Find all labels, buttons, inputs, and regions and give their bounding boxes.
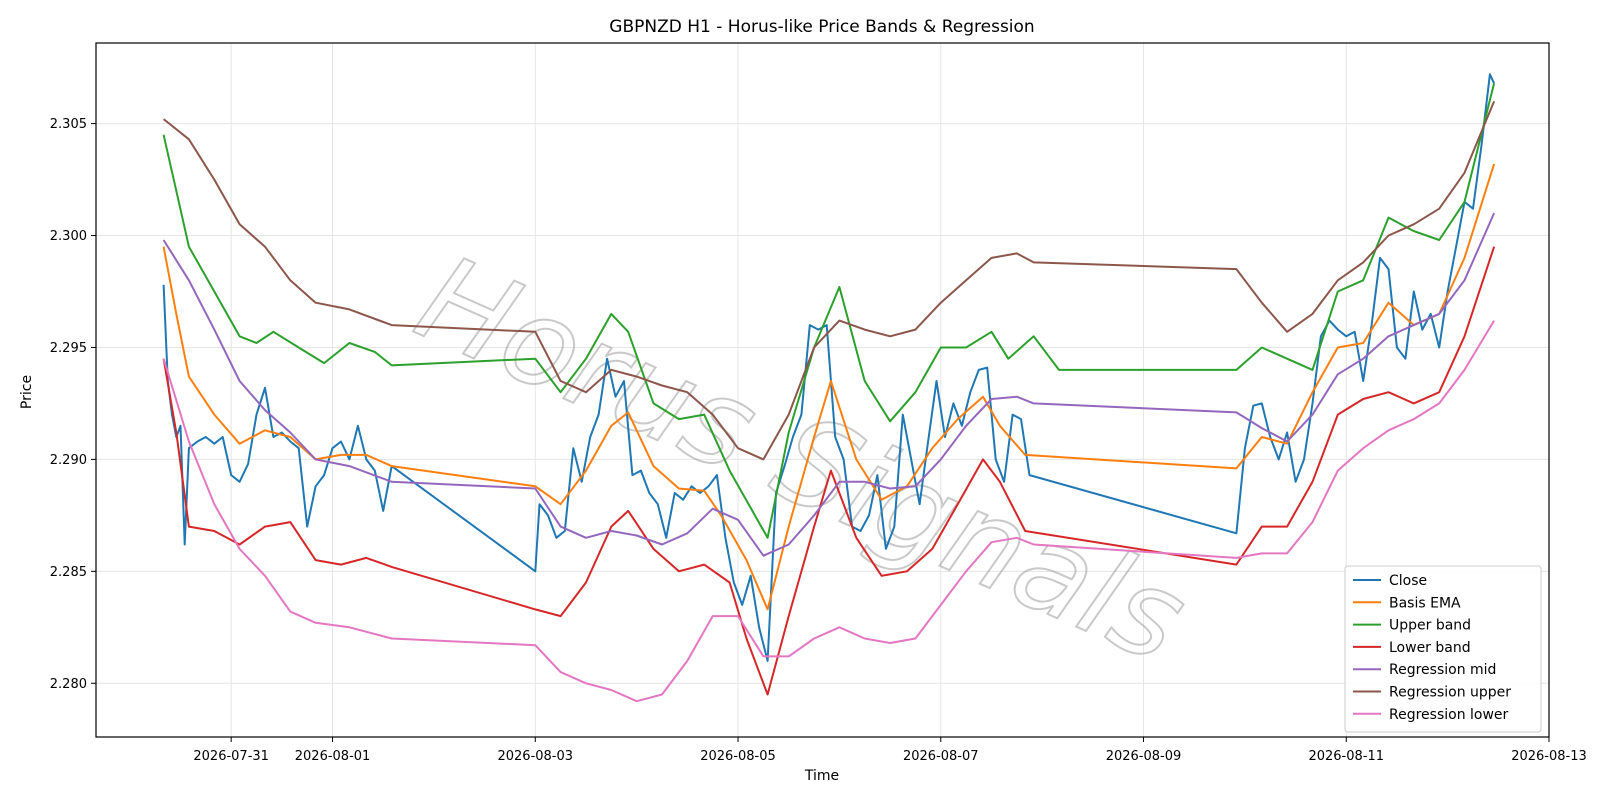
- legend-label: Basis EMA: [1389, 595, 1461, 611]
- y-tick-label: 2.295: [50, 341, 87, 356]
- y-tick-label: 2.305: [50, 117, 87, 132]
- series-line-regression-upper: [162, 100, 1496, 461]
- y-tick-label: 2.285: [50, 565, 87, 580]
- series-line-lower-band: [162, 246, 1496, 696]
- y-axis: 2.280 2.285 2.290 2.295 2.300 2.305: [50, 117, 96, 692]
- y-axis-label: Price: [19, 375, 35, 409]
- x-tick-label: 2026-08-03: [497, 749, 573, 764]
- legend: Close Basis EMA Upper band Lower band Regres…: [1344, 565, 1542, 733]
- legend-label: Upper band: [1389, 618, 1471, 634]
- series-layer: [162, 73, 1496, 703]
- legend-label: Regression lower: [1389, 707, 1509, 723]
- y-tick-label: 2.290: [50, 453, 87, 468]
- legend-label: Close: [1389, 573, 1427, 589]
- legend-box: [1344, 565, 1542, 733]
- plot-frame: [95, 42, 1550, 738]
- x-axis-label: Time: [804, 768, 839, 784]
- series-line-close: [162, 73, 1496, 662]
- watermark-text: Horus Signals: [398, 230, 1204, 691]
- x-tick-label: 2026-08-01: [295, 749, 371, 764]
- series-line-basis-ema: [162, 163, 1496, 611]
- series-line-upper-band: [162, 83, 1496, 539]
- x-tick-label: 2026-07-31: [193, 749, 269, 764]
- x-tick-label: 2026-08-13: [1511, 749, 1587, 764]
- series-line-regression-mid: [162, 212, 1496, 557]
- x-tick-label: 2026-08-11: [1308, 749, 1384, 764]
- y-tick-label: 2.280: [50, 677, 87, 692]
- series-line-regression-lower: [162, 320, 1495, 703]
- x-tick-label: 2026-08-07: [903, 749, 979, 764]
- grid: [96, 43, 1550, 737]
- legend-label: Lower band: [1389, 640, 1471, 656]
- y-tick-label: 2.300: [50, 229, 87, 244]
- x-axis: 2026-07-31 2026-08-01 2026-08-03 2026-08-05…: [193, 737, 1587, 764]
- legend-label: Regression upper: [1389, 685, 1511, 701]
- x-tick-label: 2026-08-09: [1106, 749, 1182, 764]
- chart-title: GBPNZD H1 - Horus-like Price Bands & Reg…: [609, 17, 1034, 37]
- legend-label: Regression mid: [1389, 662, 1496, 678]
- x-tick-label: 2026-08-05: [700, 749, 776, 764]
